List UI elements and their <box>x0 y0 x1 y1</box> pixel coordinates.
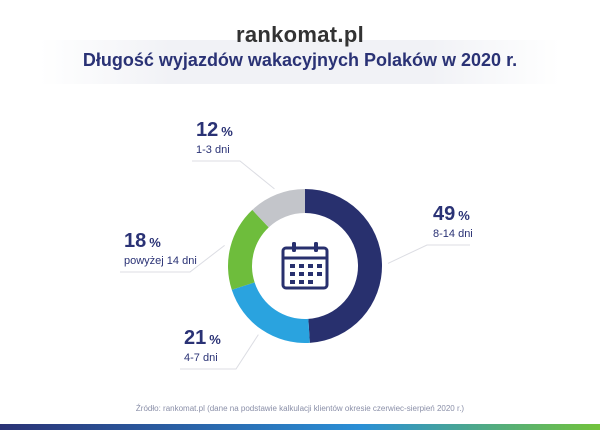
slice-category-label: 1-3 dni <box>196 144 230 156</box>
slice-category-label: 4-7 dni <box>184 352 218 364</box>
chart-title: Długość wyjazdów wakacyjnych Polaków w 2… <box>82 50 518 70</box>
bottom-accent-bar <box>0 424 600 430</box>
donut-slices <box>228 189 383 343</box>
donut-slice <box>228 209 269 290</box>
leader-line <box>387 244 470 264</box>
slice-value-label: 12% <box>196 119 233 141</box>
leader-line <box>192 160 275 190</box>
source-note: Źródło: rankomat.pl (dane na podstawie k… <box>135 404 465 413</box>
donut-slice <box>252 189 305 228</box>
donut-slice <box>231 282 310 343</box>
calendar-icon <box>281 242 329 290</box>
slice-category-label: powyżej 14 dni <box>124 255 197 267</box>
slice-category-label: 8-14 dni <box>433 228 473 240</box>
slice-value-label: 49% <box>433 203 470 225</box>
slice-value-label: 18% <box>124 230 161 252</box>
slice-value-label: 21% <box>184 327 221 349</box>
title-background <box>40 40 560 84</box>
donut-hole <box>253 214 357 318</box>
slice-labels: 49 % 8-14 dni 21 % 4-7 dni 18 % powyżej 14 dni 12… <box>124 119 473 364</box>
brand-logo: rankomat.pl <box>236 22 364 47</box>
leader-lines <box>120 160 470 370</box>
leader-line <box>180 334 259 370</box>
leader-line <box>120 244 225 273</box>
donut-slice <box>305 189 383 343</box>
